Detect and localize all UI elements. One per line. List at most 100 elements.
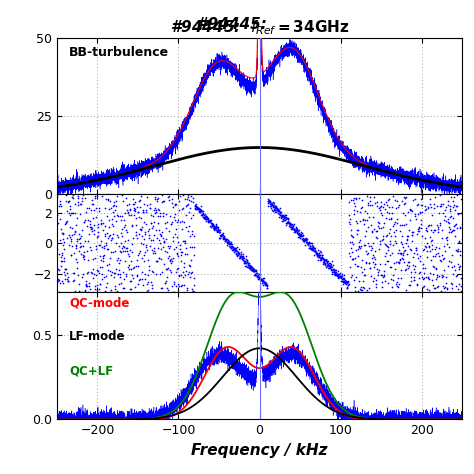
Point (181, 251, 189, 258)
Point (385, 195, 393, 203)
Point (115, 254, 122, 262)
Point (343, 277, 350, 285)
Point (293, 226, 301, 233)
Point (262, 280, 270, 288)
Point (206, 222, 213, 230)
Point (323, 257, 331, 265)
Point (329, 265, 337, 273)
Point (356, 236, 364, 243)
Point (317, 247, 324, 255)
Point (417, 220, 425, 228)
Point (112, 218, 119, 225)
Point (432, 265, 440, 273)
Point (343, 279, 351, 286)
Point (164, 242, 172, 249)
Point (126, 201, 133, 208)
Point (207, 217, 214, 225)
Point (310, 245, 317, 253)
Point (353, 246, 360, 254)
Point (195, 206, 203, 213)
Point (414, 250, 421, 258)
Point (390, 288, 398, 296)
Point (120, 223, 128, 230)
Point (312, 249, 319, 256)
Point (240, 257, 247, 264)
Point (383, 208, 391, 216)
Point (457, 210, 465, 217)
Point (150, 247, 158, 255)
Point (107, 286, 115, 294)
Point (143, 220, 150, 228)
Point (365, 284, 373, 292)
Point (397, 256, 404, 264)
Point (381, 277, 389, 284)
Point (369, 213, 377, 220)
Point (188, 244, 196, 251)
Point (247, 266, 255, 273)
Point (411, 268, 419, 275)
Point (57, 225, 65, 233)
Point (261, 278, 268, 285)
Point (298, 233, 305, 240)
Point (238, 255, 246, 263)
Point (125, 211, 133, 219)
Point (264, 202, 272, 210)
Point (192, 203, 200, 210)
Point (263, 282, 271, 289)
Point (224, 237, 232, 245)
Point (428, 236, 436, 244)
Point (366, 201, 374, 209)
Point (333, 272, 340, 279)
Point (457, 195, 465, 203)
Point (106, 288, 113, 296)
Point (449, 197, 456, 204)
Point (185, 196, 192, 204)
Point (446, 205, 454, 213)
Point (401, 194, 409, 202)
Point (321, 256, 328, 264)
Point (390, 260, 398, 267)
Point (456, 237, 463, 245)
Point (372, 283, 380, 291)
Point (389, 204, 396, 211)
Point (288, 223, 295, 230)
Point (387, 233, 394, 240)
Point (249, 264, 257, 272)
Point (292, 227, 300, 234)
Point (267, 197, 274, 205)
Point (159, 234, 167, 241)
Point (53, 211, 61, 219)
Point (410, 265, 417, 273)
Point (196, 206, 204, 213)
Point (328, 263, 336, 271)
Point (386, 264, 394, 271)
Point (106, 232, 113, 240)
Point (187, 256, 195, 264)
Point (81, 287, 89, 294)
Point (341, 279, 349, 287)
Point (358, 286, 366, 294)
Point (174, 280, 182, 288)
Point (178, 225, 186, 233)
Point (354, 227, 361, 234)
Point (445, 223, 453, 230)
Point (180, 219, 188, 226)
Point (283, 221, 290, 229)
Point (426, 286, 433, 293)
Point (395, 280, 403, 288)
Point (79, 270, 86, 278)
Point (64, 269, 71, 276)
Point (111, 206, 119, 214)
Point (156, 212, 164, 219)
Point (172, 200, 179, 207)
Point (196, 209, 203, 216)
Point (148, 224, 156, 232)
Point (98, 221, 105, 228)
Point (438, 252, 446, 259)
Point (263, 281, 270, 289)
Point (411, 262, 419, 270)
Point (239, 253, 246, 261)
Point (446, 219, 453, 227)
Point (296, 234, 303, 241)
Point (289, 221, 296, 229)
